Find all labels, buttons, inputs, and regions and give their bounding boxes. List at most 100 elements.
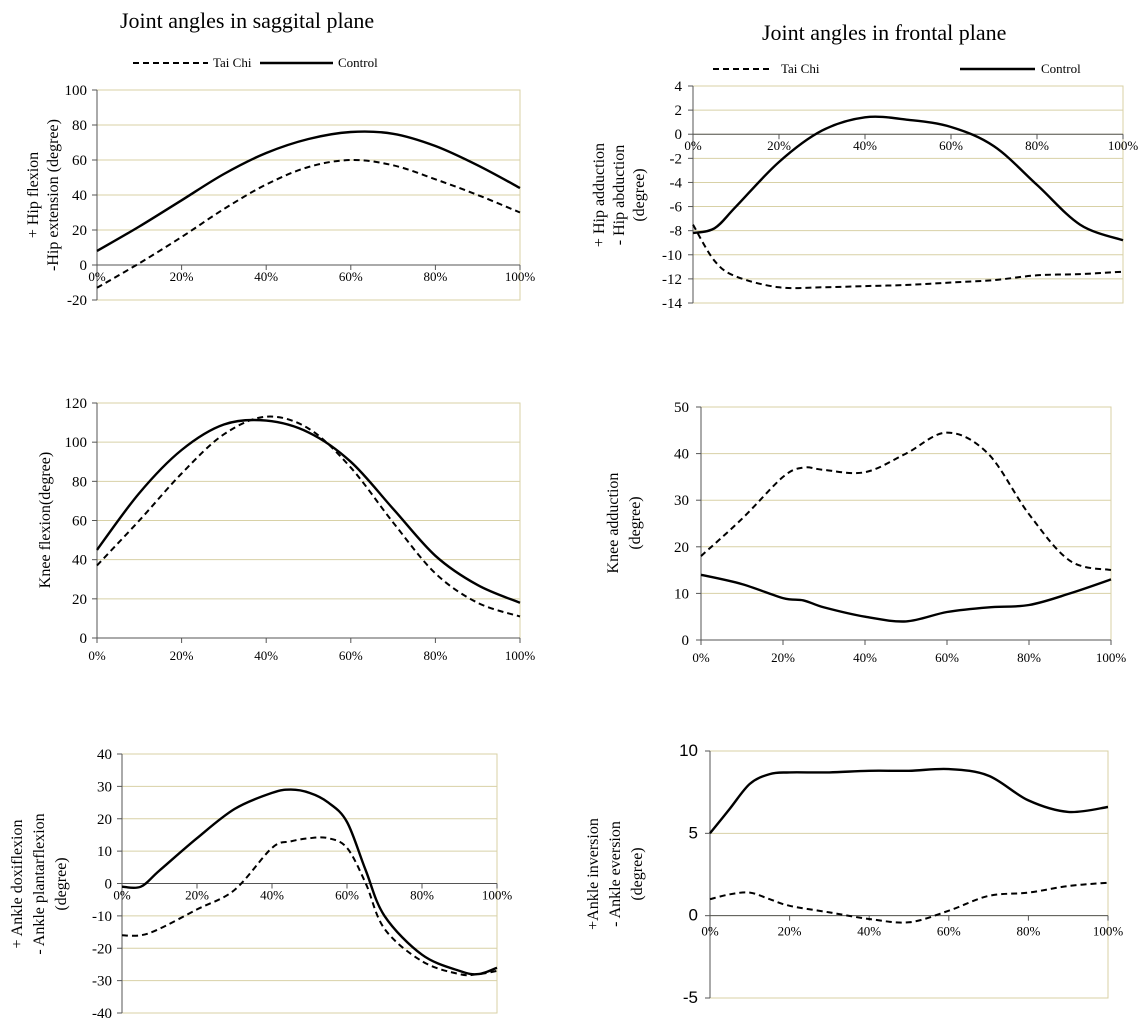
series-taichi-line — [700, 431, 1112, 572]
x-tick-label: 40% — [857, 924, 881, 939]
x-tick-label: 60% — [935, 650, 959, 665]
x-tick-label: 80% — [410, 888, 434, 903]
y-tick-label: 40 — [674, 447, 689, 463]
x-tick-label: 40% — [853, 138, 877, 153]
legend-taichi-label: Tai Chi — [781, 61, 820, 76]
y-tick-label: 0 — [689, 906, 698, 925]
y-axis-label: - Ankle eversion — [607, 821, 624, 927]
plot-frame — [700, 406, 1112, 641]
y-tick-label: -2 — [670, 151, 683, 167]
y-tick-label: 2 — [675, 103, 683, 119]
chart-knee-sagittal: 0 20 40 60 80 100 120 0% 20% 40% 60% 80% 100% Knee fl… — [37, 396, 535, 663]
legend-left: Tai Chi Control — [133, 55, 378, 70]
x-tick-label: 60% — [939, 138, 963, 153]
x-tick-label: 0% — [692, 650, 710, 665]
chart-ankle-sagittal: -40 -30 -20 -10 0 10 20 30 40 0% 20% 40% 60% 80% 100% +… — [9, 747, 512, 1019]
x-tick-label: 0% — [88, 648, 106, 663]
y-tick-label: 80 — [72, 474, 87, 490]
y-tick-label: 40 — [97, 747, 112, 763]
x-tick-label: 80% — [423, 648, 447, 663]
chart-hip-sagittal: -20 0 20 40 60 80 100 0% 20% 40% 60% 80% 100% + Hip f… — [25, 83, 535, 309]
x-tick-label: 20% — [771, 650, 795, 665]
y-tick-label: 10 — [97, 844, 112, 860]
x-tick-label: 0% — [684, 138, 702, 153]
y-axis-label: (degree) — [627, 496, 644, 549]
y-axis-label: + Hip flexion — [25, 152, 42, 238]
legend-control-label: Control — [1041, 61, 1081, 76]
series-taichi-line — [96, 415, 521, 618]
y-tick-label: 30 — [674, 493, 689, 509]
x-tick-label: 20% — [185, 888, 209, 903]
y-tick-label: 10 — [674, 586, 689, 602]
series-control-line — [96, 130, 521, 253]
y-tick-label: -8 — [670, 224, 683, 240]
x-tick-label: 60% — [339, 648, 363, 663]
y-tick-label: -30 — [92, 974, 112, 990]
x-tick-label: 60% — [335, 888, 359, 903]
x-tick-label: 40% — [853, 650, 877, 665]
x-tick-label: 100% — [1093, 924, 1124, 939]
legend-taichi-label: Tai Chi — [213, 55, 252, 70]
y-tick-label: 60 — [72, 153, 87, 169]
x-tick-label: 100% — [1096, 650, 1127, 665]
x-tick-label: 0% — [88, 269, 106, 284]
x-tick-label: 40% — [254, 648, 278, 663]
y-tick-label: 10 — [679, 741, 698, 760]
series-taichi-line — [121, 836, 498, 977]
legend-right: Tai Chi Control — [713, 61, 1081, 76]
x-tick-label: 100% — [505, 269, 536, 284]
x-tick-label: 0% — [113, 888, 131, 903]
x-tick-label: 80% — [423, 269, 447, 284]
y-tick-label: 0 — [105, 877, 113, 893]
series-control-line — [709, 767, 1109, 835]
y-axis-label: -Hip extension (degree) — [45, 119, 62, 271]
series-control-line — [700, 573, 1112, 623]
y-axis-label: + Ankle doxiflexion — [9, 819, 26, 948]
series-control-line — [121, 788, 498, 976]
y-axis-label: +Ankle inversion — [585, 818, 602, 930]
y-tick-label: -6 — [670, 200, 683, 216]
y-tick-label: 20 — [674, 540, 689, 556]
y-tick-label: 100 — [65, 435, 88, 451]
title-frontal: Joint angles in frontal plane — [762, 20, 1006, 45]
x-tick-label: 40% — [260, 888, 284, 903]
x-tick-label: 60% — [339, 269, 363, 284]
x-tick-label: 80% — [1016, 924, 1040, 939]
x-tick-label: 20% — [767, 138, 791, 153]
y-tick-label: -10 — [92, 909, 112, 925]
x-tick-label: 20% — [170, 648, 194, 663]
y-tick-label: 0 — [80, 258, 88, 274]
y-tick-label: -14 — [662, 296, 682, 312]
plot-frame — [709, 750, 1109, 999]
y-tick-label: -40 — [92, 1006, 112, 1019]
x-tick-label: 40% — [254, 269, 278, 284]
y-axis-label: (degree) — [631, 168, 648, 221]
y-tick-label: 50 — [674, 400, 689, 416]
x-tick-label: 100% — [505, 648, 536, 663]
y-tick-label: 20 — [72, 223, 87, 239]
series-control-line — [692, 115, 1124, 242]
y-tick-label: -10 — [662, 248, 682, 264]
y-tick-label: 30 — [97, 779, 112, 795]
y-tick-label: 20 — [72, 592, 87, 608]
y-axis-label: Knee adduction — [605, 473, 622, 574]
x-tick-label: 100% — [1108, 138, 1139, 153]
x-tick-label: 80% — [1025, 138, 1049, 153]
y-tick-label: 60 — [72, 514, 87, 530]
x-tick-label: 20% — [778, 924, 802, 939]
y-tick-label: -4 — [670, 175, 683, 191]
chart-knee-frontal: 0 10 20 30 40 50 0% 20% 40% 60% 80% 100% Knee adduct… — [605, 400, 1126, 665]
y-axis-label: (degree) — [629, 847, 646, 900]
y-tick-label: 120 — [65, 396, 88, 412]
y-tick-label: -20 — [67, 293, 87, 309]
y-axis-label: - Hip abduction — [611, 145, 628, 245]
y-axis-label: Knee flexion(degree) — [37, 452, 54, 588]
y-axis-label: + Hip adduction — [591, 143, 608, 247]
series-taichi-line — [709, 881, 1109, 924]
y-tick-label: 20 — [97, 812, 112, 828]
plot-frame — [692, 85, 1124, 304]
y-axis-label: (degree) — [53, 857, 70, 910]
y-tick-label: 40 — [72, 188, 87, 204]
